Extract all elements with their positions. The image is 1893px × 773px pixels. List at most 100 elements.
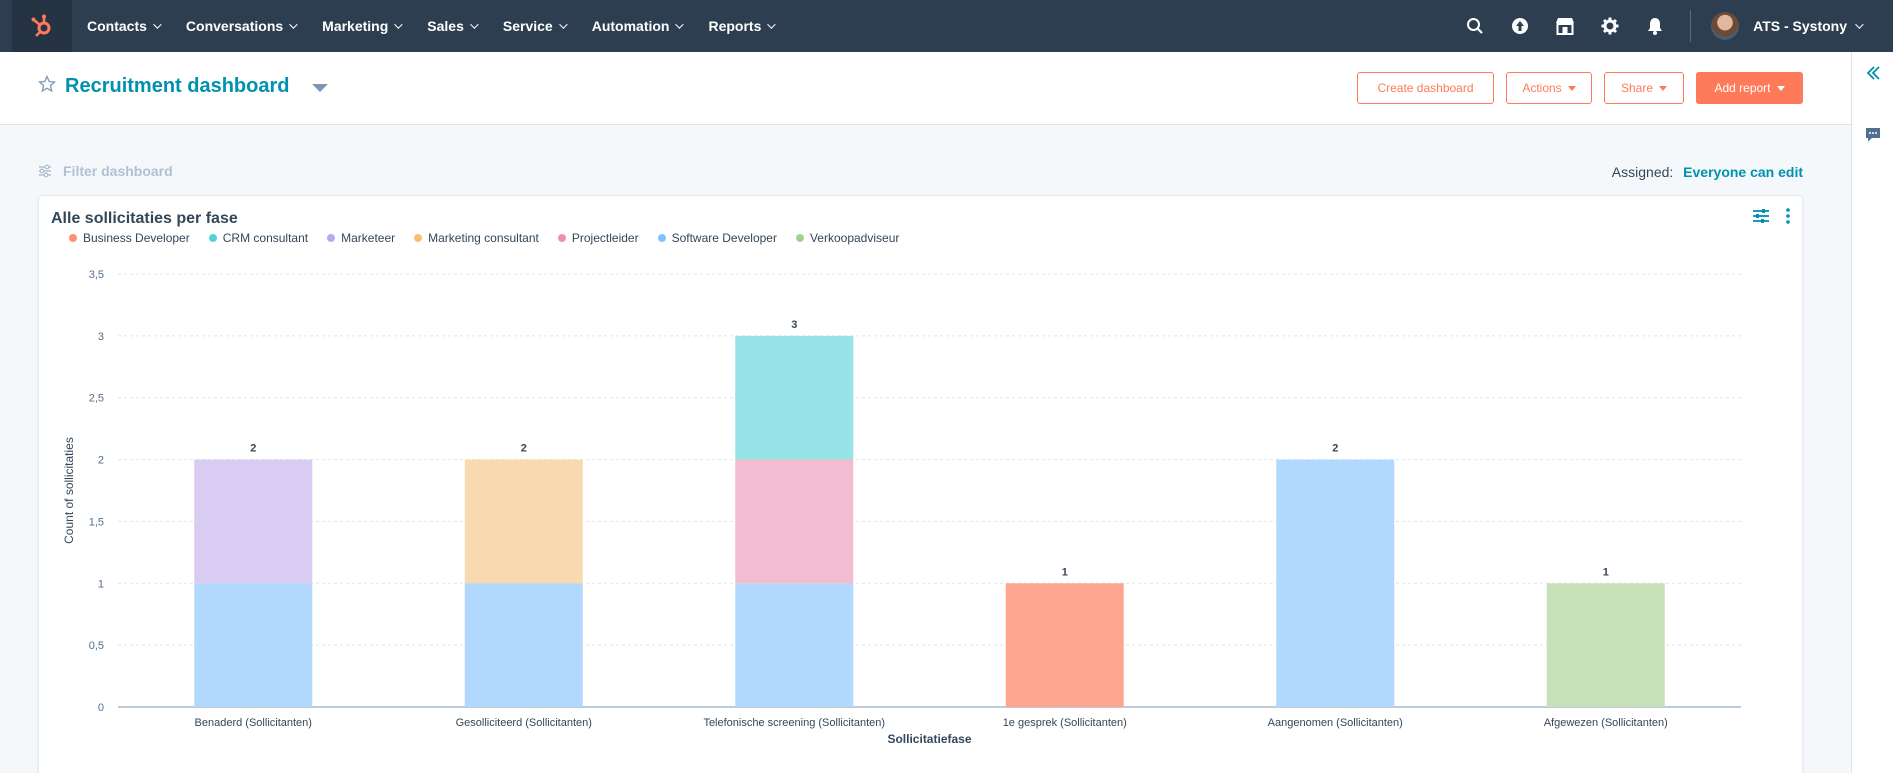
y-tick-label: 2 [98, 455, 104, 467]
nav-marketing[interactable]: Marketing [322, 18, 403, 34]
bar-segment [194, 459, 313, 584]
more-options-icon[interactable] [1786, 208, 1790, 229]
legend-item[interactable]: Software Developer [657, 231, 777, 245]
legend-label: Business Developer [83, 231, 190, 245]
nav-utilities: ATS - Systony [1465, 0, 1893, 52]
chevron-down-icon [394, 20, 403, 29]
x-tick-label: Benaderd (Sollicitanten) [195, 717, 312, 729]
page-title[interactable]: Recruitment dashboard [65, 75, 290, 97]
legend-item[interactable]: Verkoopadviseur [795, 231, 900, 245]
bar-segment [1005, 583, 1124, 707]
bar-total-label: 1 [1062, 566, 1068, 578]
bar-total-label: 3 [791, 319, 797, 331]
nav-automation[interactable]: Automation [592, 18, 685, 34]
legend-label: Marketeer [341, 231, 396, 245]
top-navigation: Contacts Conversations Marketing Sales S… [0, 0, 1893, 52]
bar-segment [464, 583, 583, 707]
bar-total-label: 2 [250, 443, 256, 455]
x-tick-label: 1e gesprek (Sollicitanten) [1003, 717, 1127, 729]
legend-item[interactable]: Business Developer [69, 231, 190, 245]
chevron-down-icon [767, 20, 777, 29]
report-tools [1752, 208, 1790, 229]
comments-icon[interactable] [1864, 126, 1882, 149]
x-axis-title: Sollicitatiefase [887, 732, 971, 746]
nav-conversations[interactable]: Conversations [186, 18, 298, 34]
legend-item[interactable]: Projectleider [557, 231, 639, 245]
bar-segment [1276, 459, 1395, 707]
y-tick-label: 3,5 [89, 269, 104, 281]
legend-dot [69, 234, 77, 242]
add-report-button[interactable]: Add report [1696, 72, 1803, 104]
caret-down-icon [1776, 85, 1785, 91]
chevron-down-icon [558, 20, 568, 29]
y-tick-label: 0 [98, 702, 104, 714]
legend-label: CRM consultant [222, 231, 309, 245]
bar-total-label: 1 [1603, 566, 1609, 578]
bar-segment [735, 335, 854, 460]
legend-item[interactable]: CRM consultant [208, 231, 309, 245]
bar-segment [1546, 583, 1665, 707]
dashboard-header: Recruitment dashboard Create dashboard A… [0, 52, 1851, 125]
chevron-down-icon [1855, 20, 1864, 29]
x-tick-label: Telefonische screening (Sollicitanten) [703, 717, 885, 729]
report-title[interactable]: Alle sollicitaties per fase [51, 210, 238, 227]
share-button[interactable]: Share [1604, 72, 1684, 104]
chevron-down-icon [675, 20, 685, 29]
nav-reports[interactable]: Reports [708, 18, 777, 34]
chevron-down-icon [289, 20, 298, 29]
create-dashboard-button[interactable]: Create dashboard [1357, 72, 1494, 104]
y-tick-label: 1 [98, 578, 104, 590]
search-icon[interactable] [1465, 16, 1485, 36]
account-menu[interactable]: ATS - Systony [1753, 18, 1864, 34]
filter-dashboard-button[interactable]: Filter dashboard [38, 163, 173, 179]
bar-segment [735, 583, 854, 707]
actions-button[interactable]: Actions [1506, 72, 1592, 104]
right-sidebar [1851, 52, 1893, 773]
chart-legend: Business Developer CRM consultant Marketee… [69, 231, 918, 245]
marketplace-icon[interactable] [1555, 16, 1575, 36]
legend-dot [414, 234, 423, 242]
star-icon[interactable] [37, 74, 57, 98]
nav-sales[interactable]: Sales [427, 18, 479, 34]
avatar[interactable] [1711, 12, 1740, 40]
caret-down-icon [1659, 85, 1668, 91]
legend-item[interactable]: Marketing consultant [414, 231, 539, 245]
main-menu: Contacts Conversations Marketing Sales S… [87, 18, 800, 34]
legend-label: Projectleider [571, 231, 639, 245]
hubspot-logo[interactable] [12, 0, 72, 52]
bar-segment [194, 583, 313, 707]
y-tick-label: 0,5 [89, 640, 104, 652]
legend-label: Verkoopadviseur [809, 231, 900, 245]
legend-dot [557, 234, 566, 242]
y-tick-label: 3 [98, 331, 104, 343]
collapse-sidebar-icon[interactable] [1864, 64, 1882, 87]
bar-total-label: 2 [521, 443, 527, 455]
x-tick-label: Aangenomen (Sollicitanten) [1268, 717, 1403, 729]
legend-dot [657, 234, 666, 242]
chevron-down-icon [470, 20, 479, 29]
nav-service[interactable]: Service [503, 18, 568, 34]
y-tick-label: 1,5 [89, 516, 104, 528]
nav-contacts[interactable]: Contacts [87, 18, 162, 34]
legend-dot [208, 234, 217, 242]
chevron-down-icon [153, 20, 162, 29]
settings-icon[interactable] [1600, 16, 1620, 36]
caret-down-icon[interactable] [312, 84, 328, 92]
legend-label: Software Developer [671, 231, 777, 245]
legend-label: Marketing consultant [428, 231, 539, 245]
y-tick-label: 2,5 [89, 393, 104, 405]
bar-segment [464, 459, 583, 584]
x-tick-label: Gesolliciteerd (Sollicitanten) [456, 717, 592, 729]
notifications-icon[interactable] [1645, 16, 1665, 36]
x-tick-label: Afgewezen (Sollicitanten) [1544, 717, 1668, 729]
legend-item[interactable]: Marketeer [327, 231, 395, 245]
assigned-permission-link[interactable]: Everyone can edit [1683, 164, 1803, 180]
bar-total-label: 2 [1332, 443, 1338, 455]
nav-divider [1690, 10, 1692, 42]
filter-icon [39, 164, 51, 178]
caret-down-icon [1567, 85, 1576, 91]
upgrade-icon[interactable] [1510, 16, 1530, 36]
report-card: Alle sollicitaties per fase Business Dev… [38, 195, 1803, 773]
report-settings-icon[interactable] [1752, 208, 1770, 229]
y-axis-title: Count of sollicitaties [62, 437, 76, 544]
